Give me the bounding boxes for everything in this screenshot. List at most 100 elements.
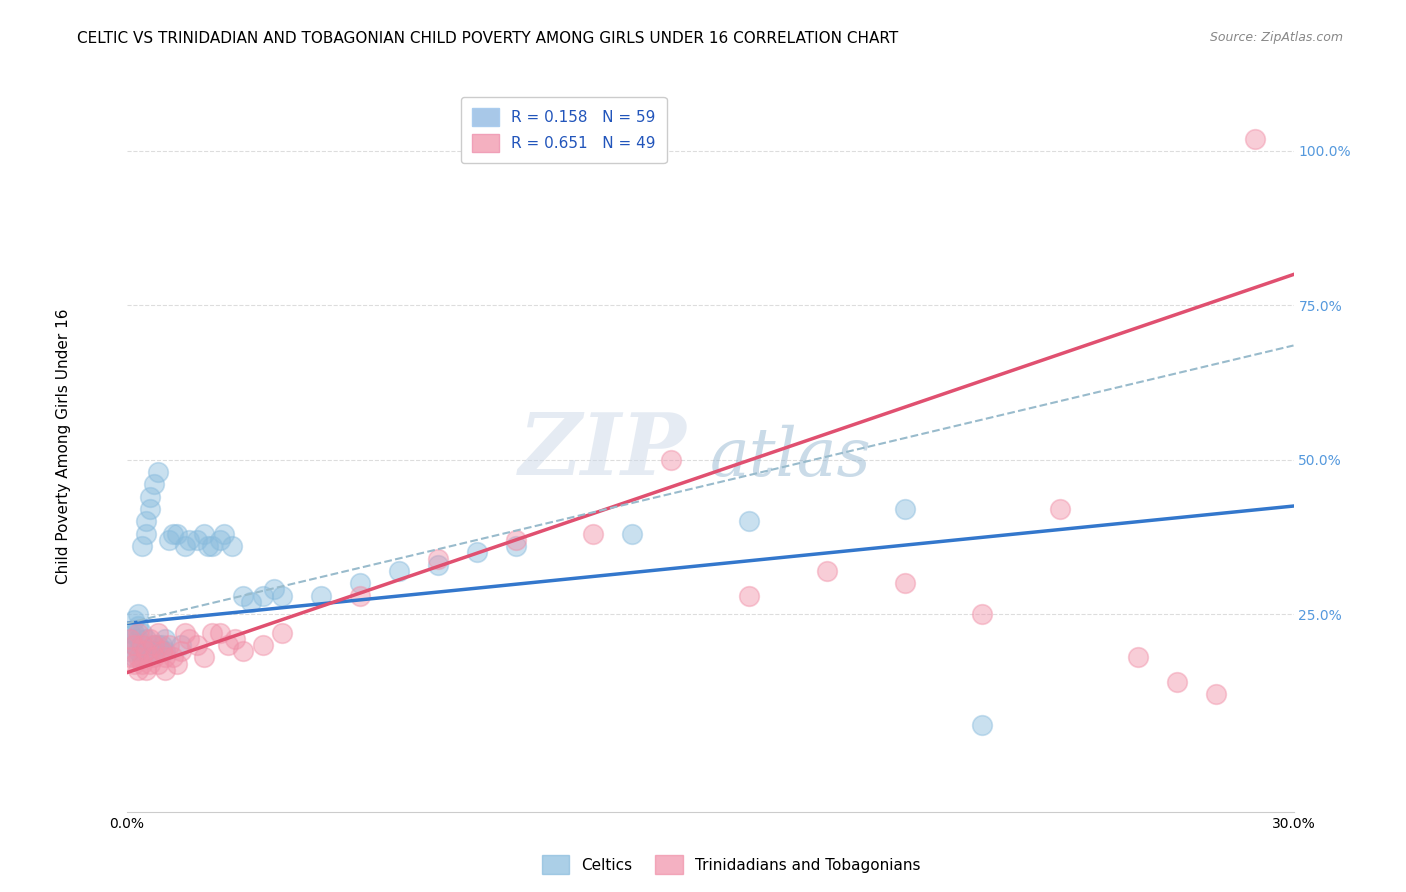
Point bbox=[142, 477, 165, 491]
Point bbox=[224, 632, 246, 646]
Point bbox=[124, 638, 146, 652]
Legend: R = 0.158   N = 59, R = 0.651   N = 49: R = 0.158 N = 59, R = 0.651 N = 49 bbox=[461, 97, 666, 163]
Point bbox=[426, 551, 449, 566]
Point bbox=[131, 657, 153, 671]
Point bbox=[1205, 687, 1227, 701]
Point bbox=[150, 644, 173, 658]
Point bbox=[349, 576, 371, 591]
Point bbox=[135, 644, 157, 658]
Point bbox=[139, 657, 162, 671]
Point bbox=[972, 607, 994, 621]
Point bbox=[170, 638, 193, 652]
Point bbox=[155, 650, 177, 665]
Point bbox=[174, 539, 197, 553]
Point bbox=[201, 625, 224, 640]
Point bbox=[142, 644, 165, 658]
Point bbox=[738, 515, 761, 529]
Point bbox=[505, 533, 527, 547]
Point bbox=[193, 526, 215, 541]
Point bbox=[193, 650, 215, 665]
Point bbox=[120, 650, 142, 665]
Point bbox=[582, 526, 605, 541]
Point bbox=[1126, 650, 1149, 665]
Point bbox=[157, 638, 180, 652]
Text: atlas: atlas bbox=[710, 425, 872, 491]
Point bbox=[131, 625, 153, 640]
Point bbox=[131, 539, 153, 553]
Point bbox=[271, 589, 294, 603]
Point bbox=[208, 533, 231, 547]
Point bbox=[135, 526, 157, 541]
Point bbox=[201, 539, 224, 553]
Point bbox=[426, 558, 449, 572]
Point bbox=[127, 632, 149, 646]
Point bbox=[465, 545, 488, 559]
Point bbox=[139, 632, 162, 646]
Point bbox=[155, 663, 177, 677]
Point bbox=[157, 533, 180, 547]
Point bbox=[146, 465, 169, 479]
Point bbox=[177, 632, 200, 646]
Point bbox=[174, 625, 197, 640]
Point bbox=[186, 638, 208, 652]
Point bbox=[738, 589, 761, 603]
Point bbox=[120, 632, 142, 646]
Point bbox=[139, 644, 162, 658]
Point bbox=[217, 638, 239, 652]
Point bbox=[1166, 675, 1188, 690]
Point bbox=[146, 638, 169, 652]
Point bbox=[972, 718, 994, 732]
Point bbox=[1243, 131, 1265, 145]
Point bbox=[166, 657, 188, 671]
Text: Source: ZipAtlas.com: Source: ZipAtlas.com bbox=[1209, 31, 1343, 45]
Point bbox=[893, 576, 915, 591]
Point bbox=[127, 644, 149, 658]
Point bbox=[155, 632, 177, 646]
Point bbox=[127, 619, 149, 633]
Point bbox=[142, 638, 165, 652]
Point bbox=[271, 625, 294, 640]
Point bbox=[146, 625, 169, 640]
Point bbox=[815, 564, 838, 578]
Point bbox=[232, 644, 254, 658]
Point bbox=[139, 502, 162, 516]
Point bbox=[150, 638, 173, 652]
Text: CELTIC VS TRINIDADIAN AND TOBAGONIAN CHILD POVERTY AMONG GIRLS UNDER 16 CORRELAT: CELTIC VS TRINIDADIAN AND TOBAGONIAN CHI… bbox=[77, 31, 898, 46]
Point bbox=[127, 607, 149, 621]
Point bbox=[127, 663, 149, 677]
Point bbox=[131, 638, 153, 652]
Point bbox=[1049, 502, 1071, 516]
Point bbox=[162, 650, 184, 665]
Point bbox=[186, 533, 208, 547]
Point bbox=[135, 663, 157, 677]
Point bbox=[120, 625, 142, 640]
Point bbox=[142, 638, 165, 652]
Point bbox=[120, 632, 142, 646]
Point bbox=[893, 502, 915, 516]
Point bbox=[131, 650, 153, 665]
Point bbox=[659, 452, 682, 467]
Point bbox=[127, 625, 149, 640]
Point bbox=[309, 589, 332, 603]
Point bbox=[135, 515, 157, 529]
Legend: Celtics, Trinidadians and Tobagonians: Celtics, Trinidadians and Tobagonians bbox=[536, 849, 927, 880]
Point bbox=[621, 526, 644, 541]
Point bbox=[124, 613, 146, 627]
Point bbox=[166, 526, 188, 541]
Text: ZIP: ZIP bbox=[519, 409, 686, 492]
Point bbox=[212, 526, 235, 541]
Point bbox=[208, 625, 231, 640]
Point bbox=[349, 589, 371, 603]
Point bbox=[263, 582, 285, 597]
Point bbox=[252, 589, 274, 603]
Point bbox=[142, 650, 165, 665]
Point bbox=[124, 625, 146, 640]
Point bbox=[232, 589, 254, 603]
Point bbox=[155, 644, 177, 658]
Point bbox=[124, 650, 146, 665]
Point bbox=[177, 533, 200, 547]
Point bbox=[150, 644, 173, 658]
Point bbox=[170, 644, 193, 658]
Point bbox=[197, 539, 219, 553]
Point bbox=[139, 490, 162, 504]
